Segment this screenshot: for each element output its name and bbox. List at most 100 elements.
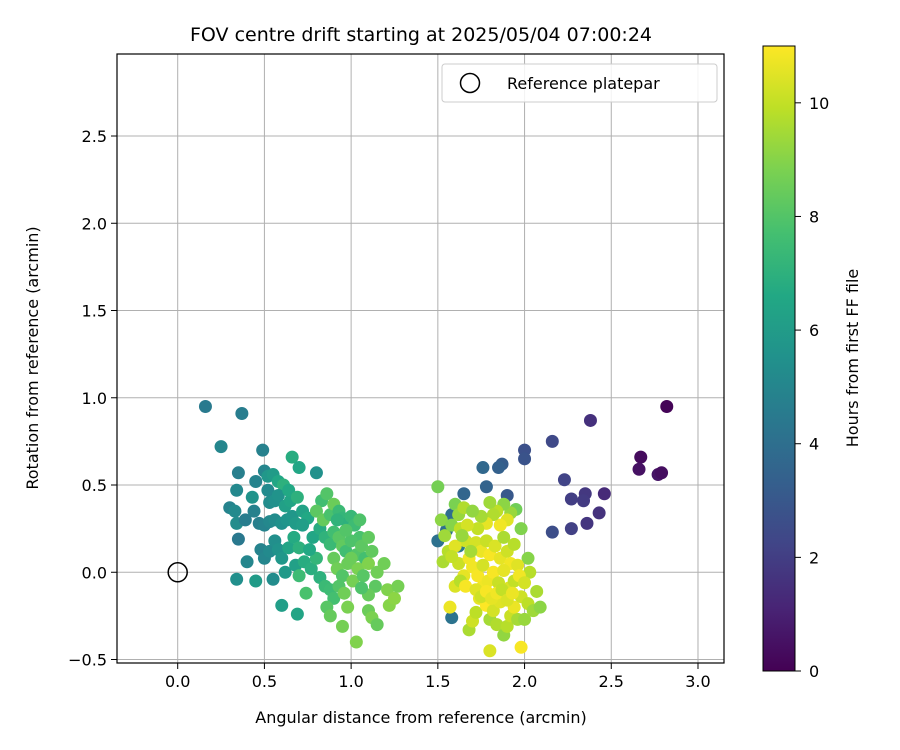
x-axis-label: Angular distance from reference (arcmin): [255, 708, 586, 727]
data-point: [230, 483, 244, 497]
data-point: [497, 530, 511, 544]
grid-lines: [117, 54, 724, 663]
colorbar: 0 2 4 6 8 10 Hours from first FF file: [762, 45, 862, 681]
data-point: [214, 440, 228, 454]
x-tick-label: 0.5: [252, 672, 277, 691]
data-point: [632, 462, 646, 476]
data-point: [292, 541, 306, 555]
data-point: [228, 504, 242, 518]
data-point: [337, 586, 351, 600]
colorbar-tick-label: 10: [809, 94, 829, 113]
data-point: [557, 473, 571, 487]
data-point: [309, 551, 323, 565]
data-point: [471, 569, 485, 583]
data-point: [320, 487, 334, 501]
colorbar-tick-label: 6: [809, 321, 819, 340]
data-point: [521, 551, 535, 565]
data-point: [370, 565, 384, 579]
legend-label: Reference platepar: [507, 74, 660, 93]
data-point: [303, 543, 317, 557]
data-point: [564, 492, 578, 506]
chart-title: FOV centre drift starting at 2025/05/04 …: [190, 24, 652, 46]
data-point: [580, 516, 594, 530]
data-point: [464, 544, 478, 558]
legend: Reference platepar: [441, 63, 718, 103]
data-point: [296, 518, 310, 532]
data-point: [309, 466, 323, 480]
data-point: [466, 504, 480, 518]
data-point: [486, 508, 500, 522]
data-point: [353, 513, 367, 527]
data-point: [330, 513, 344, 527]
data-point: [335, 569, 349, 583]
colorbar-label: Hours from first FF file: [843, 269, 862, 448]
data-point: [431, 480, 445, 494]
data-point: [323, 609, 337, 623]
plot-frame: [116, 53, 725, 664]
data-point: [370, 618, 384, 632]
data-point: [438, 529, 452, 543]
x-tick-label: 2.5: [599, 672, 624, 691]
data-point: [275, 551, 289, 565]
data-point: [238, 513, 252, 527]
data-point: [245, 490, 259, 504]
data-point: [361, 557, 375, 571]
data-point: [505, 586, 519, 600]
data-point: [387, 591, 401, 605]
legend-box: [441, 63, 718, 103]
data-point: [455, 529, 469, 543]
data-point: [564, 522, 578, 536]
data-point: [511, 558, 525, 572]
colorbar-gradient: [762, 45, 796, 672]
data-point: [507, 537, 521, 551]
data-point: [381, 583, 395, 597]
data-point: [275, 598, 289, 612]
data-point: [299, 586, 313, 600]
data-point: [497, 564, 511, 578]
colorbar-tick-label: 2: [809, 548, 819, 567]
data-point: [240, 555, 254, 569]
data-point: [518, 612, 532, 626]
data-point: [356, 569, 370, 583]
data-point: [278, 565, 292, 579]
x-tick-label: 1.5: [425, 672, 450, 691]
data-point: [488, 539, 502, 553]
data-point: [457, 487, 471, 501]
data-point: [445, 550, 459, 564]
data-point: [545, 525, 559, 539]
data-point: [198, 399, 212, 413]
data-point: [490, 618, 504, 632]
data-point: [660, 399, 674, 413]
reference-platepar-marker: [167, 562, 188, 583]
colorbar-tick-label: 0: [809, 662, 819, 681]
data-point: [230, 572, 244, 586]
data-point: [256, 443, 270, 457]
data-point: [493, 518, 507, 532]
x-axis-ticks: 0.0 0.5 1.0 1.5 2.0 2.5 3.0: [165, 663, 711, 691]
data-point: [492, 461, 506, 475]
data-point: [361, 530, 375, 544]
data-point: [486, 565, 500, 579]
data-point: [518, 576, 532, 590]
data-point: [495, 583, 509, 597]
data-point: [306, 530, 320, 544]
data-point: [523, 565, 537, 579]
data-point: [261, 483, 275, 497]
data-point: [577, 494, 591, 508]
x-tick-label: 2.0: [512, 672, 537, 691]
data-point: [346, 574, 360, 588]
y-tick-label: 2.5: [82, 127, 107, 146]
data-point: [377, 557, 391, 571]
data-point: [344, 534, 358, 548]
data-point: [583, 413, 597, 427]
data-point: [533, 600, 547, 614]
x-tick-label: 3.0: [685, 672, 710, 691]
y-tick-label: −0.5: [68, 651, 107, 670]
data-point: [483, 495, 497, 509]
data-point: [469, 605, 483, 619]
data-point: [459, 579, 473, 593]
data-point: [434, 513, 448, 527]
data-point: [292, 569, 306, 583]
y-axis-label: Rotation from reference (arcmin): [23, 226, 42, 489]
